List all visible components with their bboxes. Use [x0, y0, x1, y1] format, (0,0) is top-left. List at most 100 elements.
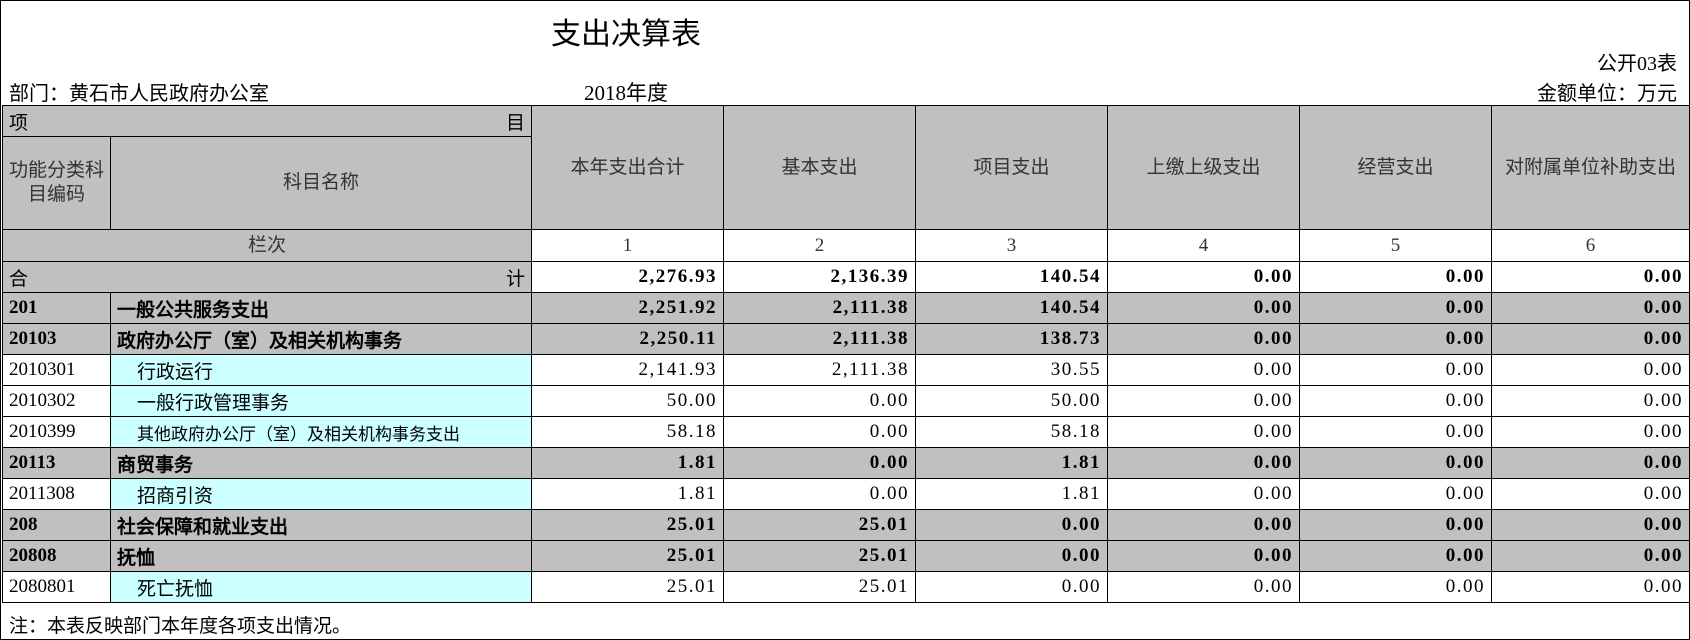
row-code: 208 [2, 509, 111, 541]
row-value: 0.00 [1299, 540, 1492, 572]
row-value: 0.00 [1107, 447, 1300, 479]
column-header: 基本支出 [723, 105, 916, 230]
column-number: 2 [723, 229, 916, 262]
form-code: 公开03表 [1597, 53, 1677, 75]
column-number: 4 [1107, 229, 1300, 262]
total-value: 0.00 [1299, 261, 1492, 293]
total-label: 合计 [2, 261, 532, 293]
row-value: 25.01 [531, 540, 724, 572]
table-row: 208 社会保障和就业支出 25.01 25.01 0.00 0.00 0.00 0.00 [2, 509, 1689, 541]
item-header: 项目 [2, 105, 532, 137]
table-row: 2010302 一般行政管理事务 50.00 0.00 50.00 0.00 0.00 0.0… [2, 385, 1689, 417]
row-value: 2,111.38 [723, 354, 916, 386]
row-value: 0.00 [1491, 478, 1689, 510]
row-name: 政府办公厅（室）及相关机构事务 [110, 323, 532, 355]
total-label-text: 合计 [9, 264, 525, 291]
row-value: 25.01 [723, 509, 916, 541]
row-value: 0.00 [723, 385, 916, 417]
row-value: 138.73 [915, 323, 1108, 355]
row-value: 2,251.92 [531, 292, 724, 324]
row-value: 0.00 [723, 416, 916, 448]
row-value: 0.00 [1491, 540, 1689, 572]
row-value: 0.00 [1107, 416, 1300, 448]
column-number: 3 [915, 229, 1108, 262]
row-name: 招商引资 [110, 478, 532, 510]
table-row: 2011308 招商引资 1.81 0.00 1.81 0.00 0.00 0.00 [2, 478, 1689, 510]
row-value: 140.54 [915, 292, 1108, 324]
row-value: 0.00 [1491, 509, 1689, 541]
row-value: 25.01 [723, 540, 916, 572]
table-row: 项目本年支出合计 基本支出 项目支出 上缴上级支出 经营支出 对附属单位补助支出 [2, 105, 1689, 230]
item-right: 目 [505, 112, 525, 134]
row-value: 25.01 [723, 571, 916, 603]
column-header: 本年支出合计 [531, 105, 724, 230]
table-row: 20103 政府办公厅（室）及相关机构事务 2,250.11 2,111.38 138.… [2, 323, 1689, 355]
item-left: 项 [9, 112, 29, 134]
total-left: 合 [9, 268, 29, 290]
column-number: 6 [1491, 229, 1689, 262]
total-value: 140.54 [915, 261, 1108, 293]
row-value: 0.00 [1491, 385, 1689, 417]
column-number: 5 [1299, 229, 1492, 262]
row-name: 一般公共服务支出 [110, 292, 532, 324]
row-value: 58.18 [531, 416, 724, 448]
row-value: 50.00 [531, 385, 724, 417]
row-value: 1.81 [915, 478, 1108, 510]
name-header: 科目名称 [110, 136, 532, 230]
row-value: 0.00 [1107, 478, 1300, 510]
row-value: 0.00 [1299, 292, 1492, 324]
row-value: 1.81 [531, 447, 724, 479]
total-value: 2,276.93 [531, 261, 724, 293]
row-value: 2,111.38 [723, 323, 916, 355]
code-header: 功能分类科目编码 [2, 136, 111, 230]
row-value: 30.55 [915, 354, 1108, 386]
row-value: 0.00 [1299, 354, 1492, 386]
row-code: 201 [2, 292, 111, 324]
row-value: 0.00 [915, 509, 1108, 541]
table-row: 功能分类科目编码 科目名称 [2, 136, 1690, 230]
row-value: 0.00 [1491, 292, 1689, 324]
table-row: 栏次 1 2 3 4 5 6 [2, 229, 1689, 262]
row-name: 其他政府办公厅（室）及相关机构事务支出 [110, 416, 532, 448]
expense-table: 项目本年支出合计 基本支出 项目支出 上缴上级支出 经营支出 对附属单位补助支出 功能分类科… [2, 105, 1690, 603]
row-value: 0.00 [915, 571, 1108, 603]
column-number: 1 [531, 229, 724, 262]
row-value: 0.00 [1299, 478, 1492, 510]
table-row: 201 一般公共服务支出 2,251.92 2,111.38 140.54 0.00 0.0… [2, 292, 1689, 324]
row-value: 2,141.93 [531, 354, 724, 386]
row-value: 25.01 [531, 509, 724, 541]
row-value: 0.00 [1491, 354, 1689, 386]
table-row: 2010301 行政运行 2,141.93 2,111.38 30.55 0.00 0.00… [2, 354, 1689, 386]
row-code: 20808 [2, 540, 111, 572]
row-value: 0.00 [1299, 385, 1492, 417]
table-row: 合计 2,276.93 2,136.39 140.54 0.00 0.00 0.00 [2, 261, 1689, 293]
row-value: 0.00 [1299, 416, 1492, 448]
year: 2018年度 [584, 81, 668, 105]
row-value: 50.00 [915, 385, 1108, 417]
row-value: 0.00 [723, 447, 916, 479]
row-name: 一般行政管理事务 [110, 385, 532, 417]
item-header-text: 项目 [9, 108, 525, 135]
row-code: 20113 [2, 447, 111, 479]
column-header: 经营支出 [1299, 105, 1492, 230]
row-value: 0.00 [723, 478, 916, 510]
department: 部门：黄石市人民政府办公室 [9, 83, 269, 105]
row-value: 0.00 [1491, 447, 1689, 479]
total-value: 0.00 [1491, 261, 1689, 293]
row-value: 0.00 [1107, 540, 1300, 572]
row-name: 抚恤 [110, 540, 532, 572]
row-value: 0.00 [1107, 323, 1300, 355]
column-header: 项目支出 [915, 105, 1108, 230]
total-right: 计 [505, 268, 525, 290]
column-header: 对附属单位补助支出 [1491, 105, 1689, 230]
column-index-label: 栏次 [2, 229, 532, 262]
row-value: 1.81 [915, 447, 1108, 479]
unit: 金额单位：万元 [1537, 83, 1677, 105]
row-value: 0.00 [1107, 385, 1300, 417]
row-value: 2,250.11 [531, 323, 724, 355]
row-value: 0.00 [1491, 571, 1689, 603]
title: 支出决算表 [551, 17, 701, 52]
table-row: 20113 商贸事务 1.81 0.00 1.81 0.00 0.00 0.00 [2, 447, 1689, 479]
row-code: 2010302 [2, 385, 111, 417]
